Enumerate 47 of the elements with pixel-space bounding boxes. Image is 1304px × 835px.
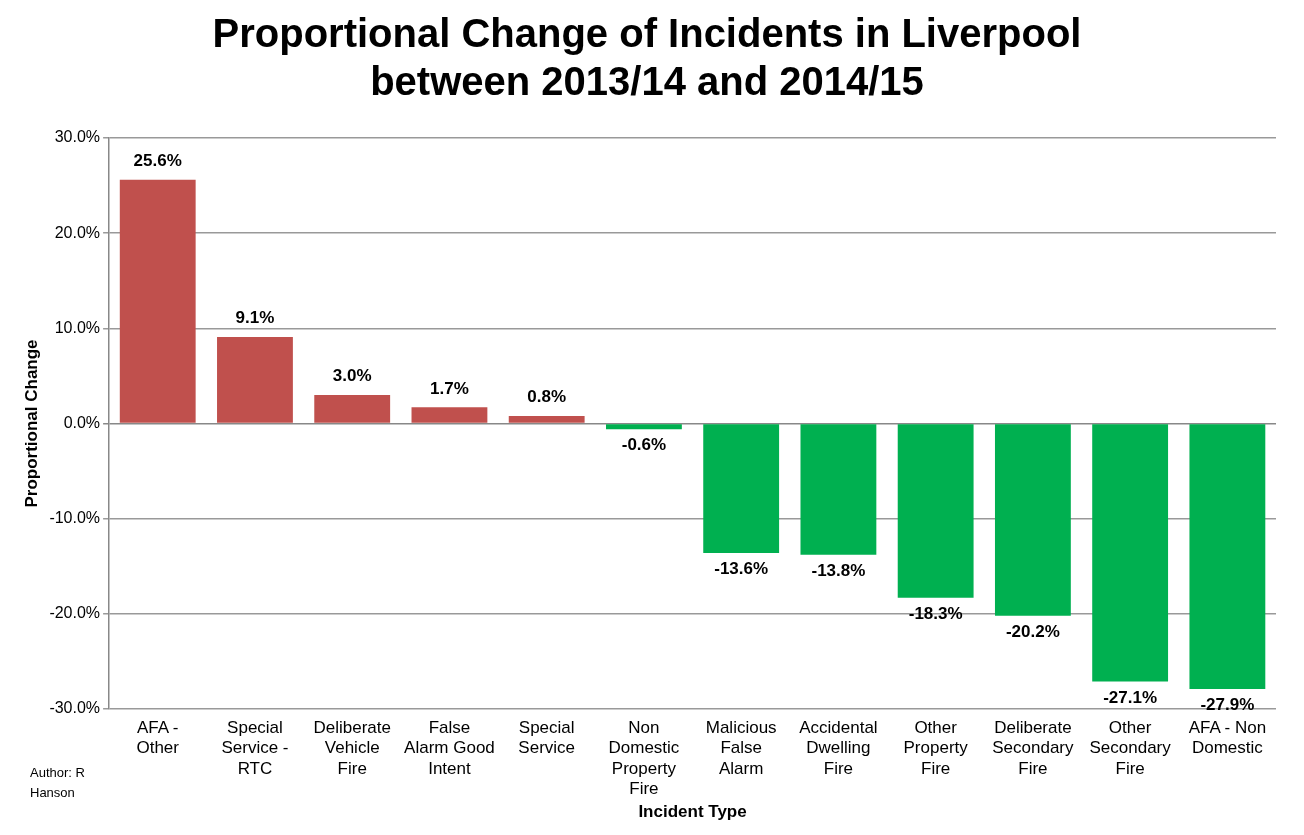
- y-tick-label: -20.0%: [49, 604, 101, 622]
- y-tick-label: 20.0%: [54, 223, 101, 241]
- data-label: -0.6%: [621, 435, 667, 455]
- x-tick-label: Other Property Fire: [903, 717, 969, 778]
- y-axis-title: Proportional Change: [21, 339, 41, 508]
- data-label: 25.6%: [133, 151, 182, 171]
- bar: [217, 336, 293, 423]
- x-tick-label: Special Service: [518, 717, 576, 758]
- data-label: 0.8%: [527, 387, 567, 407]
- y-tick-label: 10.0%: [54, 318, 101, 336]
- bar: [508, 415, 585, 423]
- y-tick-label: 30.0%: [54, 128, 101, 146]
- x-tick-label: AFA - Other: [136, 717, 180, 758]
- data-label: -18.3%: [908, 603, 963, 623]
- data-label: -13.8%: [811, 561, 866, 581]
- x-tick-label: Malicious False Alarm: [705, 717, 777, 778]
- bar: [119, 179, 196, 423]
- data-label: -13.6%: [714, 559, 769, 579]
- x-tick-label: Other Secondary Fire: [1089, 717, 1172, 778]
- bar: [994, 424, 1071, 616]
- y-tick-label: 0.0%: [63, 413, 101, 431]
- data-label: 1.7%: [430, 378, 469, 398]
- x-tick-label: Deliberate Secondary Fire: [992, 717, 1075, 778]
- bar: [606, 424, 682, 430]
- x-tick-label: Special Service - RTC: [221, 717, 289, 778]
- data-label: 9.1%: [235, 308, 275, 328]
- data-label: 3.0%: [332, 366, 372, 386]
- y-tick-label: -10.0%: [49, 509, 101, 527]
- x-tick-label: AFA - Non Domestic: [1188, 717, 1267, 758]
- data-label: -27.9%: [1200, 695, 1255, 715]
- bar: [411, 407, 488, 423]
- bar: [1092, 424, 1169, 682]
- bar: [800, 424, 877, 555]
- x-tick-label: Deliberate Vehicle Fire: [313, 717, 391, 778]
- x-tick-label: Non Domestic Property Fire: [608, 717, 680, 799]
- bar: [314, 394, 391, 423]
- data-label: -20.2%: [1005, 621, 1060, 641]
- bar: [1189, 424, 1266, 690]
- bar: [703, 424, 780, 553]
- bar: [897, 424, 974, 598]
- data-label: -27.1%: [1103, 687, 1158, 707]
- text: Author: R Hanson: [30, 765, 85, 801]
- x-tick-label: Accidental Dwelling Fire: [799, 717, 878, 778]
- x-tick-label: False Alarm Good Intent: [404, 717, 495, 778]
- y-tick-label: -30.0%: [49, 699, 101, 717]
- chart-title: Proportional Change of Incidents in Liverpool between 2013/14 and 2014/15: [212, 11, 1082, 104]
- x-axis-title: Incident Type: [638, 802, 747, 822]
